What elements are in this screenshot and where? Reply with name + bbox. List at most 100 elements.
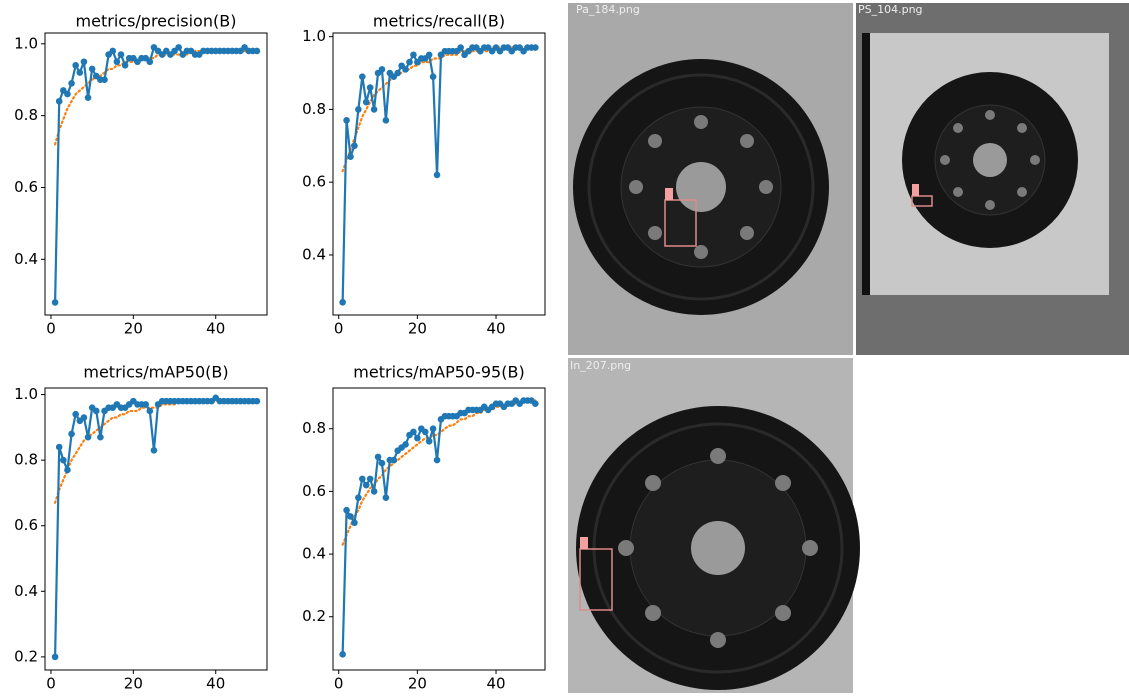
x-tick-label: 40 [486,675,505,693]
data-point [402,441,409,448]
wheel-hub [676,162,726,212]
chart: metrics/precision(B) 0 20 40 0.4 0.6 0.8 1.0 [14,12,268,338]
data-point [382,494,390,501]
data-point [390,456,398,464]
data-point [410,51,417,59]
y-tick-label: 0.4 [14,250,38,268]
data-point [370,106,378,113]
data-point [64,90,71,98]
data-point [414,434,421,442]
x-tick-label: 40 [206,320,225,338]
data-point [339,651,346,658]
data-point [366,84,374,91]
data-point [355,494,362,501]
data-point [433,456,441,464]
data-point [347,513,354,520]
data-point [113,58,121,66]
data-point [97,433,104,441]
wheel-rim [587,73,815,301]
data-point [382,117,390,124]
image-label: Pa_184.png [576,3,640,16]
data-point [175,44,182,51]
data-point [402,66,409,73]
data-point [92,407,100,415]
data-point [406,58,413,66]
detection-tag [912,184,919,196]
x-tick-label: 20 [408,320,427,338]
data-point [351,519,358,527]
data-point [343,506,350,514]
y-tick-label: 0.6 [302,482,326,500]
wheel-holes [629,115,773,259]
data-point [425,51,433,59]
data-point [429,73,437,80]
image-panel: PS_104.png [856,3,1129,355]
data-point [433,171,441,179]
data-point [351,142,358,150]
image-label: In_207.png [570,359,631,372]
data-point [370,488,378,495]
data-point [72,410,79,418]
chart-title: metrics/precision(B) [76,12,237,31]
data-point [55,97,63,105]
data-point [55,443,63,451]
image-edge [862,33,870,295]
data-point [72,62,79,69]
data-point [84,433,92,441]
data-point [253,397,261,405]
data-point [410,428,417,436]
x-tick-label: 0 [46,675,56,693]
plot-frame [44,32,268,316]
x-tick-label: 20 [124,320,143,338]
chart-title: metrics/mAP50-95(B) [353,363,524,382]
y-tick-label: 0.8 [302,419,326,437]
wheel-holes [940,110,1040,210]
y-tick-label: 0.2 [302,607,326,625]
data-point [374,453,382,461]
y-tick-label: 1.0 [14,385,38,403]
x-tick-label: 20 [408,675,427,693]
data-point [378,66,386,73]
data-point [88,65,96,73]
y-tick-label: 0.8 [302,100,326,118]
y-tick-label: 0.8 [14,451,38,469]
data-point [101,76,108,84]
data-point [109,47,117,55]
data-point [359,73,366,80]
y-tick-label: 1.0 [14,34,38,52]
data-point [362,98,370,106]
data-point [51,653,59,661]
y-tick-label: 1.0 [302,27,326,45]
x-tick-label: 0 [46,320,56,338]
data-point [146,58,154,66]
data-point [80,58,88,66]
image-label: PS_104.png [858,3,923,16]
data-point [51,299,59,306]
data-point [457,44,464,51]
x-tick-label: 0 [334,675,344,693]
data-point [68,430,75,438]
data-point [347,153,354,161]
wheel-rim [592,422,844,674]
data-point [343,117,350,124]
image-panel: Pa_184.png [568,3,853,355]
chart-title: metrics/mAP50(B) [83,363,228,382]
data-point [362,481,370,489]
detection-box [579,548,613,611]
data-point [355,106,362,113]
y-tick-label: 0.4 [302,545,326,563]
data-point [84,94,92,101]
data-point [532,400,539,407]
y-tick-label: 0.6 [14,178,38,196]
data-point [142,401,150,408]
y-tick-label: 0.4 [302,245,326,263]
data-point [64,466,71,474]
detection-tag [580,537,588,549]
data-point [339,298,346,306]
x-tick-label: 20 [124,675,143,693]
data-point [80,414,88,421]
y-tick-label: 0.6 [14,516,38,534]
data-point [421,428,429,436]
data-point [532,44,539,51]
data-point [117,51,125,58]
